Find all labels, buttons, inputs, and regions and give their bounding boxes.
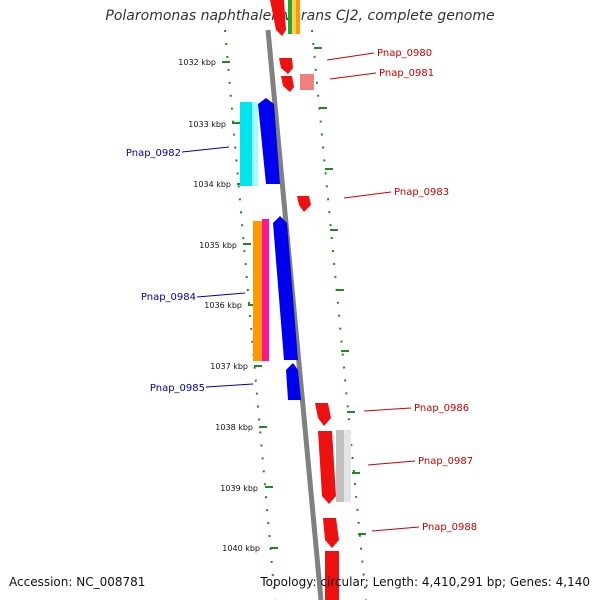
accession-text: Accession: NC_008781 — [9, 575, 146, 589]
gene-Pnap_0988[interactable] — [323, 518, 339, 548]
gene-Pnap_0981-partner[interactable] — [300, 74, 314, 90]
connector-Pnap_0987 — [367, 460, 416, 466]
connector-Pnap_0981 — [329, 72, 377, 80]
gene-feature-shade — [344, 430, 351, 502]
gene-Pnap_0983[interactable] — [297, 196, 311, 212]
gene-label-Pnap_0980[interactable]: Pnap_0980 — [377, 48, 432, 59]
right-dotted-guide — [311, 29, 367, 600]
connector-Pnap_0985 — [205, 383, 254, 388]
connector-Pnap_0984 — [196, 292, 246, 298]
genome-summary-text: Topology: circular; Length: 4,410,291 bp… — [260, 575, 590, 589]
tick-label: 1039 kbp — [220, 484, 258, 493]
gene-Pnap_0986[interactable] — [315, 403, 331, 426]
tick-label: 1037 kbp — [210, 362, 248, 371]
connector-Pnap_0983 — [343, 191, 392, 199]
gene-Pnap_0981[interactable] — [281, 76, 294, 92]
gene-label-Pnap_0983[interactable]: Pnap_0983 — [394, 187, 449, 198]
gene-feature[interactable] — [258, 98, 280, 184]
gene-label-Pnap_0985[interactable]: Pnap_0985 — [150, 383, 205, 394]
gene-feature[interactable] — [262, 219, 269, 361]
gene-Pnap_0980[interactable] — [279, 58, 293, 74]
gene-Pnap_0987[interactable] — [318, 431, 336, 504]
gene-label-Pnap_0986[interactable]: Pnap_0986 — [414, 403, 469, 414]
gene-label-Pnap_0981[interactable]: Pnap_0981 — [379, 68, 434, 79]
tick-label: 1033 kbp — [188, 120, 226, 129]
tick-label: 1038 kbp — [215, 423, 253, 432]
connector-Pnap_0986 — [363, 407, 412, 412]
tick-marks-right — [314, 47, 366, 535]
gene-feature[interactable] — [273, 216, 298, 360]
tick-label: 1036 kbp — [204, 301, 242, 310]
connector-Pnap_0980 — [326, 52, 375, 61]
gene-feature[interactable] — [288, 0, 300, 34]
gene-label-Pnap_0982[interactable]: Pnap_0982 — [126, 148, 181, 159]
left-dotted-guide — [224, 29, 276, 600]
genome-axis — [265, 29, 324, 600]
gene-feature[interactable] — [325, 551, 339, 600]
gene-label-Pnap_0984[interactable]: Pnap_0984 — [141, 292, 196, 303]
connector-Pnap_0982 — [181, 146, 230, 153]
tick-label: 1034 kbp — [193, 180, 231, 189]
gene-Pnap_0982-shade — [252, 102, 258, 186]
gene-label-Pnap_0988[interactable]: Pnap_0988 — [422, 522, 477, 533]
gene-Pnap_0984[interactable] — [253, 221, 262, 361]
connector-Pnap_0988 — [371, 526, 420, 532]
gene-label-Pnap_0987[interactable]: Pnap_0987 — [418, 456, 473, 467]
tick-label: 1032 kbp — [178, 58, 216, 67]
gene-Pnap_0985[interactable] — [286, 363, 301, 400]
tick-label: 1035 kbp — [199, 241, 237, 250]
tick-label: 1040 kbp — [222, 544, 260, 553]
gene-feature[interactable] — [270, 0, 286, 36]
